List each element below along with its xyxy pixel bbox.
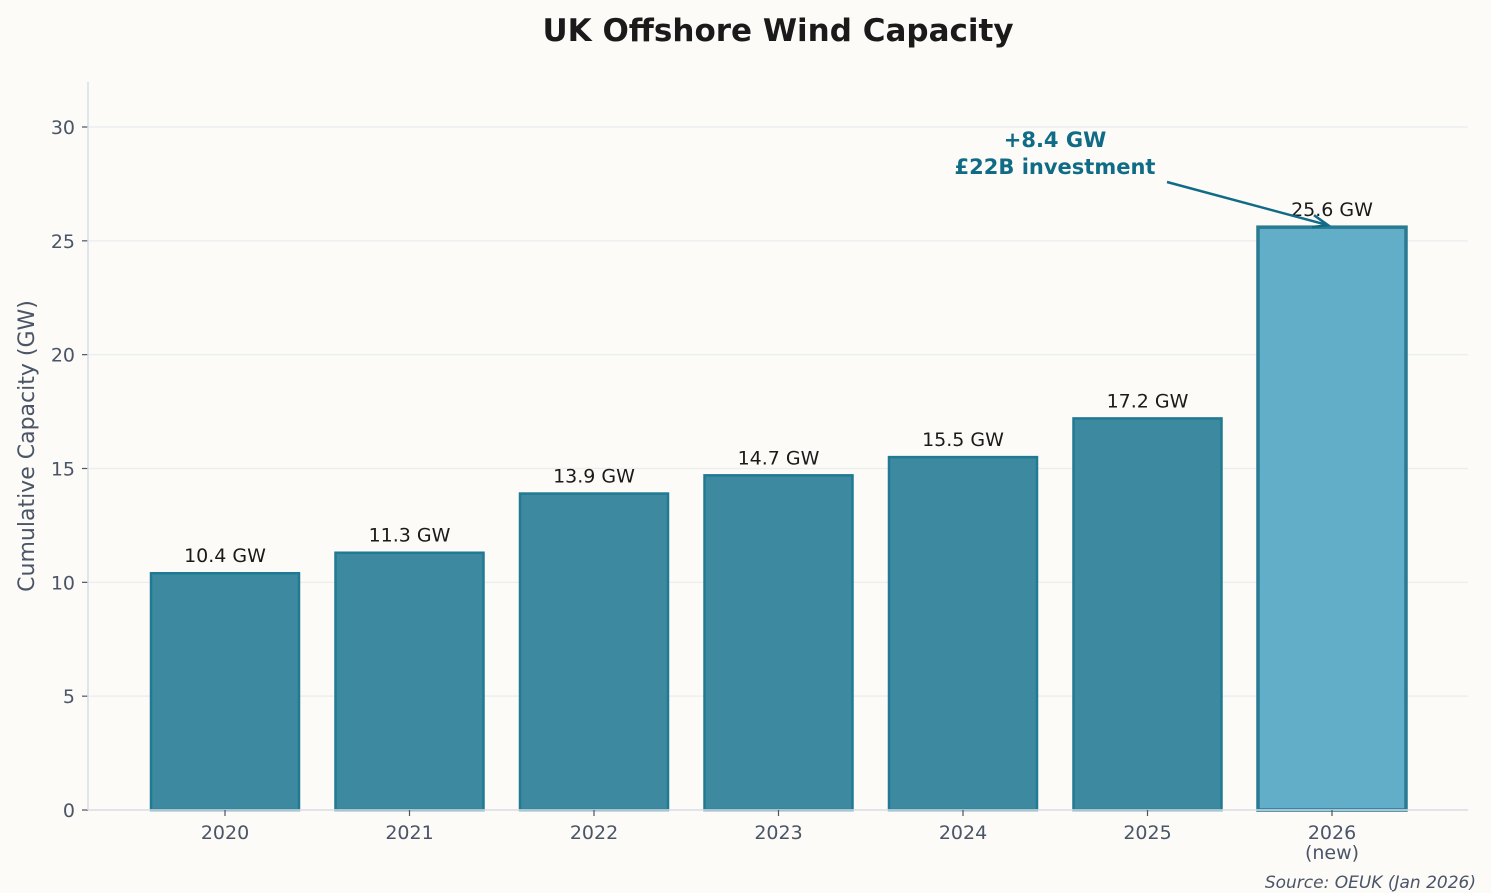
x-tick-label: 2020 <box>201 822 249 844</box>
bar <box>887 455 1039 812</box>
y-axis-label: Cumulative Capacity (GW) <box>15 300 40 592</box>
data-label: 14.7 GW <box>738 447 820 469</box>
x-tick-label: (new) <box>1305 842 1359 864</box>
bar <box>1256 225 1408 812</box>
annotation-text: £22B investment <box>955 155 1156 179</box>
x-tick-label: 2024 <box>939 822 987 844</box>
bar <box>518 492 670 812</box>
annotation-arrow <box>1166 180 1329 227</box>
bar <box>149 571 301 812</box>
data-label: 15.5 GW <box>922 429 1004 451</box>
x-tick-label: 2023 <box>754 822 802 844</box>
y-tick-label: 10 <box>51 572 75 594</box>
data-label: 17.2 GW <box>1107 390 1189 412</box>
annotation-text: +8.4 GW <box>1004 128 1107 152</box>
y-tick-label: 0 <box>63 800 75 822</box>
data-label: 25.6 GW <box>1291 199 1373 221</box>
bar <box>703 474 854 812</box>
data-label: 13.9 GW <box>553 466 635 488</box>
x-tick-label: 2021 <box>385 822 433 844</box>
y-tick-label: 15 <box>51 459 75 481</box>
data-label: 11.3 GW <box>369 525 451 547</box>
x-tick-label: 2022 <box>570 822 618 844</box>
y-tick-label: 30 <box>51 117 75 139</box>
arrow-head <box>1311 214 1332 229</box>
y-tick-label: 5 <box>63 686 75 708</box>
bar <box>334 551 485 812</box>
y-tick-label: 20 <box>51 345 75 367</box>
x-tick-label: 2025 <box>1123 822 1171 844</box>
data-label: 10.4 GW <box>184 545 266 567</box>
chart-title: UK Offshore Wind Capacity <box>542 13 1013 49</box>
y-tick-label: 25 <box>51 231 75 253</box>
x-tick-label: 2026 <box>1308 822 1356 844</box>
bar <box>1072 417 1223 812</box>
source-note: Source: OEUK (Jan 2026) <box>1265 873 1476 893</box>
